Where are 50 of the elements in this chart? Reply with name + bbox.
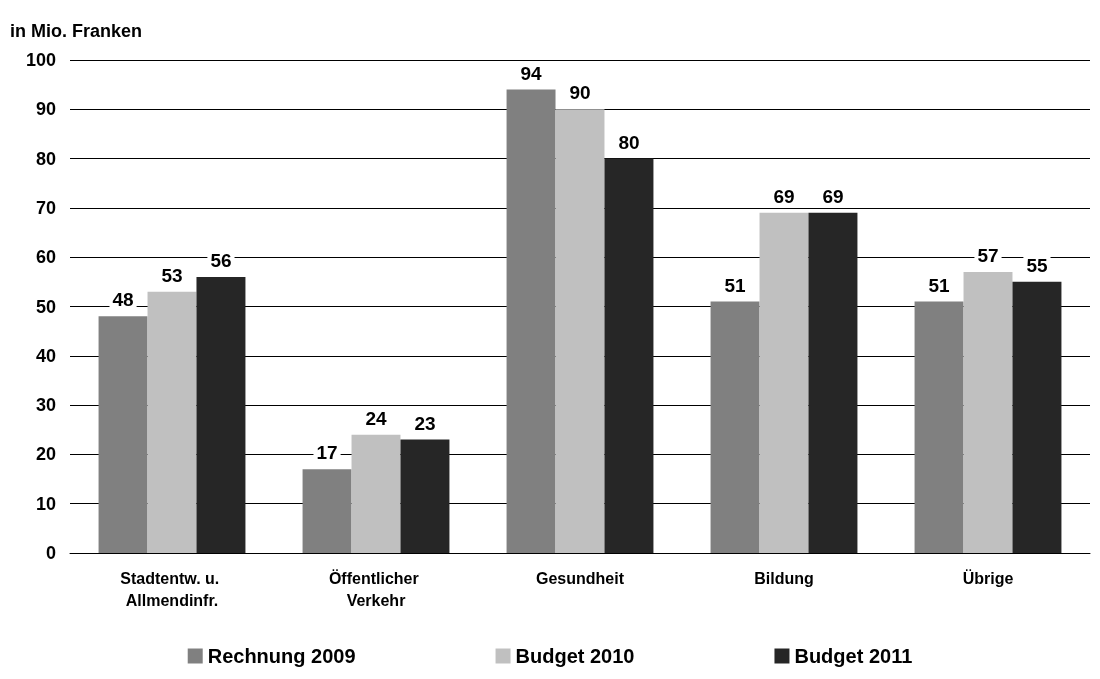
data-label: 53 <box>161 264 183 286</box>
bar <box>147 291 197 553</box>
y-tick-label: 60 <box>35 247 56 268</box>
y-tick-label: 50 <box>35 296 56 317</box>
x-tick-label: Gesundheit <box>535 569 625 587</box>
data-label: 94 <box>520 62 543 84</box>
legend-label: Budget 2010 <box>515 645 635 667</box>
bar <box>506 89 556 553</box>
data-label: 48 <box>112 289 134 311</box>
data-label: 23 <box>414 412 436 434</box>
x-tick-label: Übrige <box>962 568 1014 587</box>
bar <box>302 469 352 553</box>
bar <box>914 301 964 553</box>
y-tick-label: 70 <box>35 197 56 218</box>
data-label: 55 <box>1026 254 1048 276</box>
legend-label: Budget 2011 <box>794 645 913 667</box>
x-tick-label: Bildung <box>754 569 814 587</box>
bar <box>196 276 246 553</box>
y-tick-label: 20 <box>35 444 56 465</box>
bar <box>963 271 1013 553</box>
data-label: 90 <box>569 82 591 104</box>
data-label: 24 <box>365 407 387 429</box>
bar <box>555 109 605 553</box>
y-tick-label: 0 <box>45 543 56 563</box>
bar <box>604 158 654 553</box>
data-label: 69 <box>822 185 844 207</box>
bar <box>351 434 401 553</box>
y-tick-label: 100 <box>25 50 56 70</box>
bar <box>400 439 450 553</box>
x-tick-label: Öffentlicher Verkehr <box>328 568 424 609</box>
data-label: 80 <box>618 131 640 153</box>
data-label: 17 <box>316 442 338 464</box>
bar <box>808 212 858 553</box>
data-label: 57 <box>977 244 999 266</box>
data-label: 51 <box>928 274 951 296</box>
bar <box>1012 281 1062 553</box>
bar <box>759 212 809 553</box>
bar <box>98 316 148 553</box>
y-tick-label: 40 <box>35 345 56 366</box>
x-tick-label: Stadtentw. u. Allmendinfr. <box>120 569 224 609</box>
data-label: 56 <box>210 249 232 271</box>
y-tick-label: 30 <box>35 395 56 416</box>
data-label: 69 <box>773 185 795 207</box>
data-label: 51 <box>724 274 747 296</box>
bar <box>710 301 760 553</box>
y-axis-title: in Mio. Franken <box>10 21 143 41</box>
legend-label: Rechnung 2009 <box>207 645 356 667</box>
y-tick-label: 90 <box>35 99 56 120</box>
y-tick-label: 80 <box>35 148 56 169</box>
y-tick-label: 10 <box>35 493 56 514</box>
